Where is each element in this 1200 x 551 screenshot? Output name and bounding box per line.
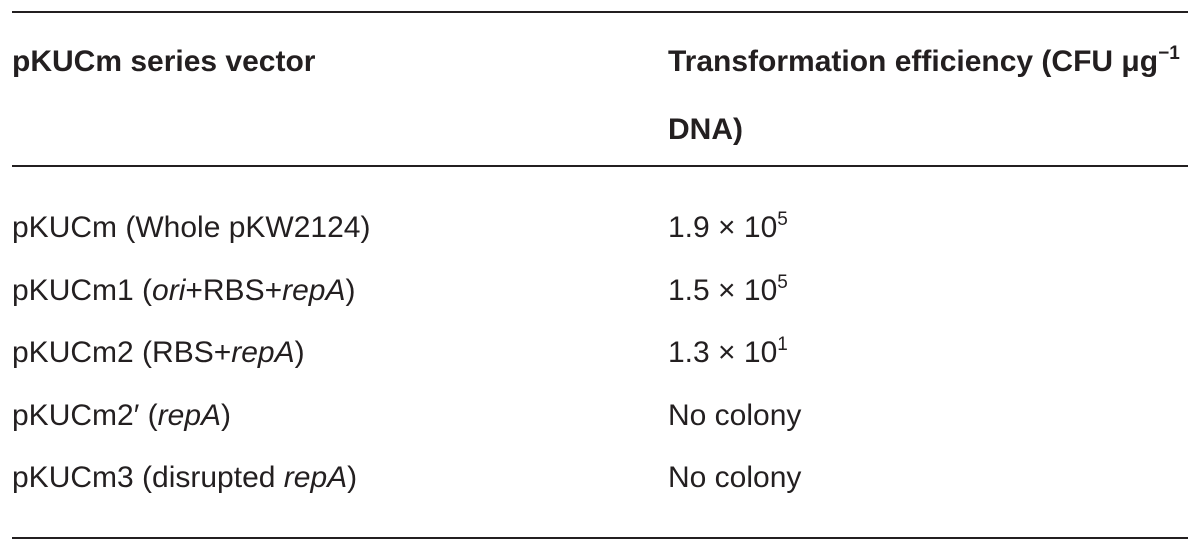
text-run: repA	[283, 461, 348, 494]
text-run: pKUCm3 (disrupted	[12, 461, 284, 494]
text-run: 1.3 × 10	[668, 336, 778, 369]
text-run: )	[221, 398, 232, 432]
text-run: repA	[157, 398, 222, 432]
table-cell: pKUCm3 (disrupted repA)	[12, 447, 652, 510]
superscript: 5	[777, 209, 788, 230]
text-run: pKUCm1 (	[12, 273, 153, 307]
table-cell: 1.3 × 101	[668, 322, 1188, 385]
table-cell: No colony	[668, 385, 1188, 448]
text-run: No colony	[668, 398, 802, 432]
text-run: pKUCm (Whole pKW2124)	[12, 211, 371, 244]
text-run: pKUCm2′ (	[12, 398, 158, 432]
text-run: )	[294, 336, 305, 369]
text-run: repA	[282, 273, 346, 307]
header-rule	[12, 165, 1188, 167]
table-cell: 1.5 × 105	[668, 260, 1188, 323]
table-cell: pKUCm1 (ori+RBS+repA)	[12, 260, 652, 323]
text-run: 1.5 × 10	[668, 273, 778, 307]
text-run: )	[347, 461, 358, 494]
table-cell: 1.9 × 105	[668, 197, 1188, 260]
text-run: )	[345, 273, 356, 307]
top-rule	[12, 11, 1188, 13]
table-cell: No colony	[668, 447, 1188, 510]
table-cell: pKUCm2′ (repA)	[12, 385, 652, 448]
superscript: 1	[777, 334, 788, 355]
text-run: repA	[231, 336, 295, 369]
text-run: 1.9 × 10	[668, 211, 778, 244]
text-run: pKUCm2 (RBS+	[12, 336, 232, 369]
text-run: +RBS+	[185, 273, 283, 307]
header-cell: Transformation efficiency (CFU μg−1 DNA)	[668, 28, 1188, 164]
text-run: ori	[152, 273, 186, 307]
text-run: DNA)	[668, 113, 743, 146]
table-cell: pKUCm2 (RBS+repA)	[12, 322, 652, 385]
superscript: 5	[777, 271, 788, 293]
header-cell: pKUCm series vector	[12, 28, 652, 96]
superscript: −1	[1158, 43, 1180, 64]
text-run: Transformation efficiency (CFU μg	[668, 45, 1159, 78]
text-run: pKUCm series vector	[12, 45, 316, 78]
table-cell: pKUCm (Whole pKW2124)	[12, 197, 652, 260]
bottom-rule	[12, 537, 1188, 539]
text-run: No colony	[668, 461, 802, 494]
